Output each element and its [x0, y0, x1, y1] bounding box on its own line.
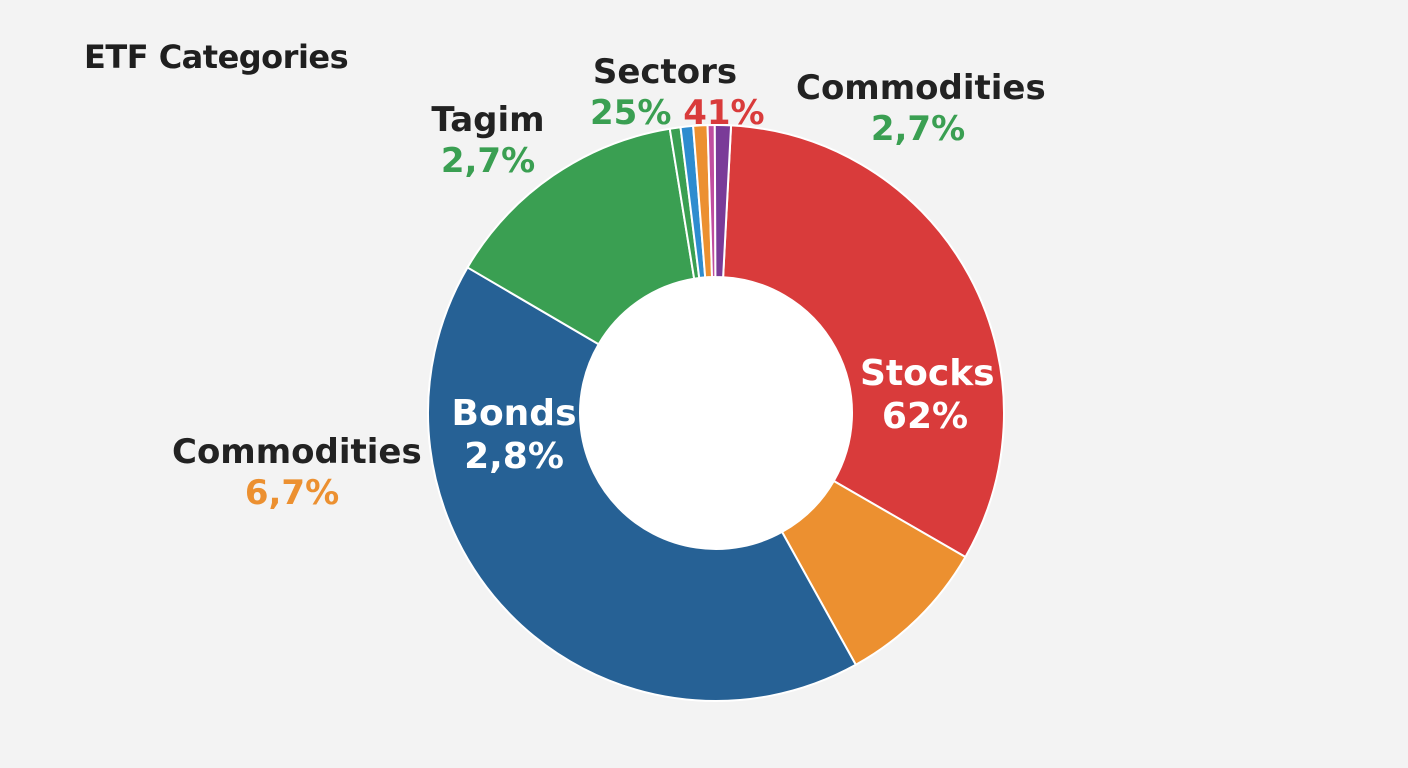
commodities-right-name: Commodities [796, 68, 1046, 108]
commodities-left-name: Commodities [172, 432, 422, 472]
sectors-label: Sectors 25% 41% [590, 52, 765, 134]
donut-hole [580, 277, 852, 549]
commodities-left-value: 6,7% [244, 472, 340, 513]
sectors-name: Sectors [592, 52, 738, 92]
bonds-label-value: 2,8% [464, 436, 564, 478]
bonds-label: Bonds 2,8% [446, 392, 582, 478]
stocks-label-value: 62% [881, 396, 969, 438]
commodities-right-label: Commodities 2,7% [796, 68, 1046, 150]
tagim-label: Tagim 2,7% [420, 100, 556, 182]
tagim-value: 2,7% [440, 140, 536, 181]
chart-title: ETF Categories [84, 38, 349, 76]
stocks-label-name: Stocks [860, 353, 995, 394]
tagim-name: Tagim [431, 100, 545, 140]
sectors-value-b: 41% [683, 92, 765, 133]
commodities-left-label: Commodities 6,7% [172, 432, 422, 514]
commodities-right-value: 2,7% [870, 108, 966, 149]
stocks-label: Stocks 62% [860, 352, 995, 438]
sectors-value-a: 25% [590, 92, 672, 133]
bonds-label-name: Bonds [451, 393, 577, 434]
